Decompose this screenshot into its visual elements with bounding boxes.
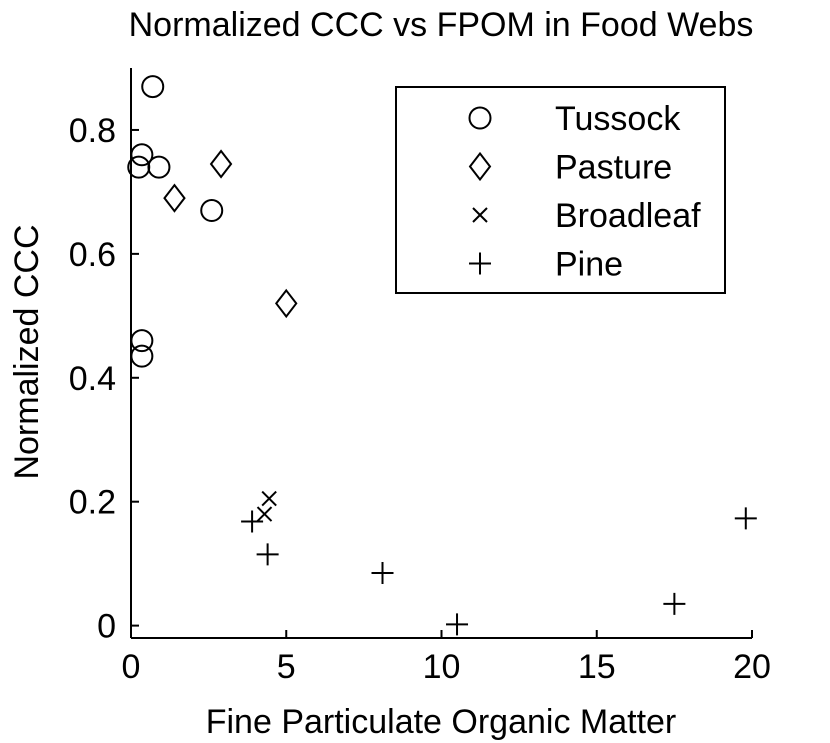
y-tick-label: 0.2: [69, 484, 116, 522]
legend-label-broadleaf: Broadleaf: [555, 197, 701, 235]
y-tick-label: 0.8: [69, 112, 116, 150]
data-point-tussock: [147, 155, 171, 179]
data-point-pine: [241, 510, 264, 533]
data-point-broadleaf: [261, 490, 277, 507]
data-point-tussock: [130, 344, 154, 368]
data-points: [127, 75, 757, 636]
legend-marker-pine: [469, 252, 491, 275]
data-point-tussock: [141, 75, 165, 99]
chart-title: Normalized CCC vs FPOM in Food Webs: [129, 6, 754, 44]
data-point-tussock: [130, 143, 154, 167]
data-point-pasture: [163, 183, 186, 213]
data-point-tussock: [130, 329, 154, 353]
legend-label-pine: Pine: [555, 246, 623, 284]
x-axis-label: Fine Particulate Organic Matter: [206, 703, 677, 741]
y-tick-label: 0.4: [69, 360, 116, 398]
y-tick-label: 0.6: [69, 236, 116, 274]
data-point-pine: [371, 561, 394, 584]
legend-marker-tussock: [468, 106, 492, 130]
data-point-pasture: [209, 149, 233, 179]
legend-box: [395, 86, 726, 294]
data-point-tussock: [200, 199, 224, 222]
legend-label-tussock: Tussock: [555, 100, 681, 138]
legend: Tussock Pasture Broadleaf Pine: [395, 86, 726, 294]
data-point-broadleaf: [256, 506, 273, 522]
data-point-pine: [256, 543, 279, 566]
data-point-pasture: [274, 288, 298, 319]
x-tick-label: 15: [578, 648, 616, 686]
legend-marker-pasture: [468, 151, 492, 182]
data-point-pine: [663, 592, 686, 615]
data-point-pine: [446, 613, 469, 636]
legend-label-pasture: Pasture: [555, 149, 672, 187]
y-tick-label: 0: [97, 608, 116, 646]
data-point-pine: [734, 507, 757, 530]
x-tick-label: 10: [423, 648, 461, 686]
y-axis-label: Normalized CCC: [8, 224, 46, 479]
axes: 0 5 10 15 20 0 0.2 0.4 0.6 0.8: [69, 68, 771, 686]
legend-marker-broadleaf: [472, 207, 488, 223]
x-tick-label: 0: [122, 648, 141, 686]
x-tick-label: 20: [733, 648, 771, 686]
x-tick-label: 5: [277, 648, 296, 686]
